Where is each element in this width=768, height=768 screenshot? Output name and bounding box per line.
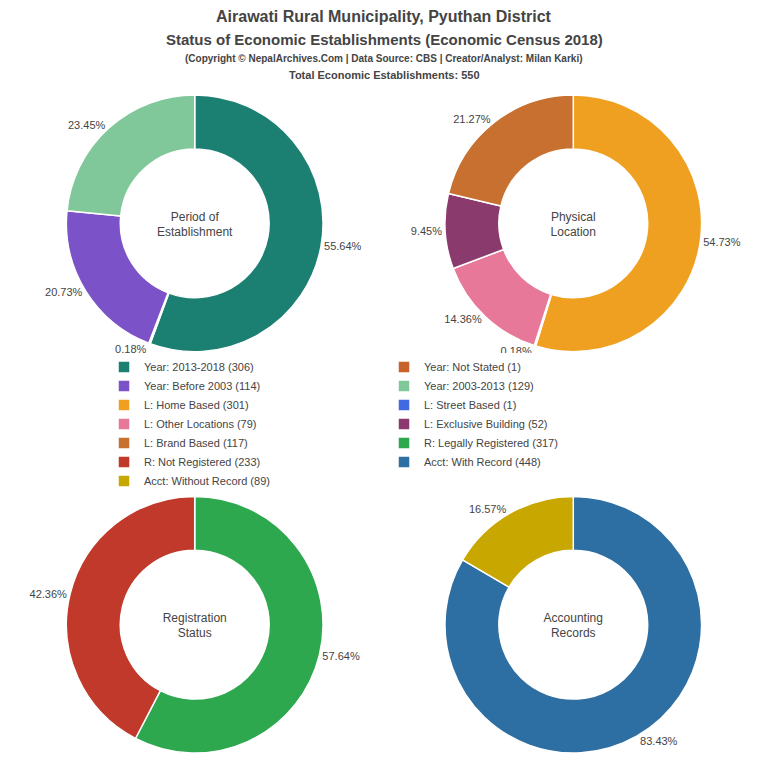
svg-text:(Copyright © NepalArchives.Com: (Copyright © NepalArchives.Com | Data So… [185,53,583,64]
svg-text:23.45%: 23.45% [68,119,106,131]
svg-text:Total Economic Establishments:: Total Economic Establishments: 550 [289,69,480,81]
svg-text:Year: Before 2003 (114): Year: Before 2003 (114) [144,380,260,392]
svg-text:Year: 2013-2018 (306): Year: 2013-2018 (306) [144,361,254,373]
svg-text:9.45%: 9.45% [411,225,442,237]
svg-text:RegistrationStatus: RegistrationStatus [163,611,227,641]
svg-text:R: Legally Registered (317): R: Legally Registered (317) [424,437,558,449]
svg-text:20.73%: 20.73% [45,286,83,298]
svg-text:57.64%: 57.64% [322,650,360,662]
svg-text:16.57%: 16.57% [469,503,507,515]
svg-text:14.36%: 14.36% [444,313,482,325]
svg-text:Acct: With Record (448): Acct: With Record (448) [424,456,541,468]
svg-text:42.36%: 42.36% [30,588,68,600]
svg-text:L: Brand Based (117): L: Brand Based (117) [144,437,248,449]
svg-text:55.64%: 55.64% [324,240,362,252]
svg-text:0.18%: 0.18% [115,342,147,355]
svg-text:PhysicalLocation: PhysicalLocation [551,210,596,240]
svg-text:Acct: Without Record (89): Acct: Without Record (89) [144,475,270,487]
svg-text:21.27%: 21.27% [453,113,491,125]
svg-text:83.43%: 83.43% [640,735,678,747]
svg-text:Airawati Rural Municipality, P: Airawati Rural Municipality, Pyuthan Dis… [216,8,552,25]
svg-text:L: Street Based (1): L: Street Based (1) [424,399,516,411]
svg-text:AccountingRecords: AccountingRecords [544,611,603,641]
svg-text:Status of Economic Establishme: Status of Economic Establishments (Econo… [166,31,603,48]
svg-text:Year: Not Stated (1): Year: Not Stated (1) [424,361,521,373]
svg-text:L: Other Locations (79): L: Other Locations (79) [144,418,257,430]
svg-text:R: Not Registered (233): R: Not Registered (233) [144,456,260,468]
svg-text:0.18%: 0.18% [500,345,532,358]
svg-text:Period ofEstablishment: Period ofEstablishment [157,210,233,240]
svg-text:54.73%: 54.73% [703,236,741,248]
svg-text:Year: 2003-2013 (129): Year: 2003-2013 (129) [424,380,534,392]
svg-text:L: Exclusive Building (52): L: Exclusive Building (52) [424,418,548,430]
svg-text:L: Home Based (301): L: Home Based (301) [144,399,249,411]
